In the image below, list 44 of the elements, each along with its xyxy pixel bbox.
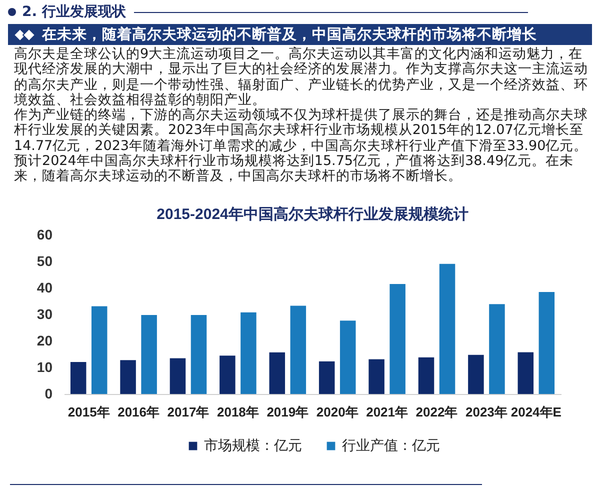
bar xyxy=(368,359,384,394)
bar xyxy=(240,312,256,394)
bar xyxy=(390,284,406,394)
x-tick-label: 2023年 xyxy=(465,404,508,420)
bar xyxy=(489,304,505,394)
y-tick-label: 40 xyxy=(36,280,53,296)
bar xyxy=(439,264,456,394)
x-tick-label: 2024年E xyxy=(510,404,562,420)
x-tick-label: 2017年 xyxy=(167,404,210,420)
bar xyxy=(91,306,108,394)
chart-title: 2015-2024年中国高尔夫球杆行业发展规模统计 xyxy=(156,205,468,223)
bar xyxy=(340,320,356,394)
x-tick-label: 2022年 xyxy=(416,404,458,420)
y-tick-label: 30 xyxy=(36,306,53,322)
text: 作为产业链的终端，下游的高尔夫运动领域不仅为球杆提供了展示的舞台，还是推动高尔夫球杆行业发展的关键因素。2023年中国高尔夫球杆行业市场规模从2015年的12.07亿元增长至14.77亿元，2023年随着海外订单需求的减少，中国高尔夫球杆行业产值下滑至33.90亿元。预计2024年中国高尔夫球杆行业市场规模将达到15.75亿元，产值将达到38.49亿元。在未来，随着高尔夫球运动的不断普及，中国高尔夫球杆的市场将不断增长。 xyxy=(14,107,589,185)
bar xyxy=(120,360,136,394)
bar xyxy=(518,352,534,394)
x-tick-label: 2020年 xyxy=(316,404,358,420)
bar xyxy=(290,306,306,394)
bar xyxy=(220,356,236,394)
x-tick-label: 2021年 xyxy=(366,404,408,420)
y-tick-label: 50 xyxy=(36,253,53,269)
text: 高尔夫是全球公认的9大主流运动项目之一。高尔夫运动以其丰富的文化内涵和运动魅力，在现代经济发展的大潮中，显示出了巨大的社会经济的发展潜力。作为支撑高尔夫这一主流运动的高尔夫产业，则是一个带动性强、辐射面广、产业链长的优势产业，又是一个经济效益、环境效益、社会效益相得益彰的朝阳产业。 xyxy=(14,46,589,108)
bar xyxy=(141,315,157,394)
bar xyxy=(538,292,555,394)
legend-label: 市场规模：亿元 xyxy=(204,437,302,453)
bar xyxy=(468,354,484,394)
bar xyxy=(70,362,86,394)
x-tick-label: 2018年 xyxy=(216,404,259,420)
bar xyxy=(269,352,286,394)
y-tick-label: 20 xyxy=(36,332,53,348)
y-tick-label: 10 xyxy=(36,359,53,375)
text: 在未来，随着高尔夫球运动的不断普及，中国高尔夫球杆的市场将不断增长 xyxy=(42,25,537,44)
y-tick-label: 60 xyxy=(36,226,53,242)
x-tick-label: 2016年 xyxy=(118,404,160,420)
bar xyxy=(318,361,335,394)
x-tick-label: 2019年 xyxy=(266,404,309,420)
y-tick-label: 0 xyxy=(44,386,53,402)
bar xyxy=(418,357,434,394)
bar xyxy=(190,315,207,394)
x-tick-label: 2015年 xyxy=(68,404,110,420)
bar xyxy=(170,358,186,394)
legend-label: 行业产值：亿元 xyxy=(342,437,440,453)
text: 2. 行业发展现状 xyxy=(22,3,126,21)
